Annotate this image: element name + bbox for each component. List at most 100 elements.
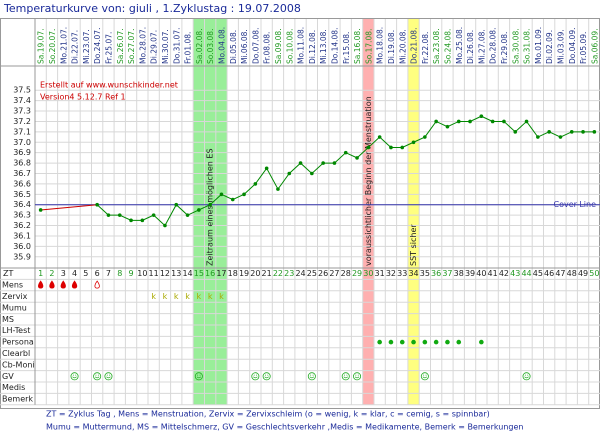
y-tick-label: 37.5	[13, 86, 31, 95]
date-label: Sa.16.08.	[353, 28, 362, 64]
temperature-point	[547, 130, 551, 134]
row-label: Bemerk	[2, 395, 33, 404]
day-number: 46	[544, 269, 554, 278]
temperature-point	[502, 119, 506, 124]
date-label: Di.19.08.	[387, 30, 396, 64]
date-label: Sa.23.08.	[432, 28, 441, 64]
persona-dot	[411, 339, 416, 345]
day-number: 12	[160, 269, 170, 278]
smiley-eye	[75, 374, 77, 376]
y-tick-label: 37.1	[13, 127, 31, 136]
date-label: Mi.06.08.	[240, 29, 249, 64]
day-number: 21	[262, 269, 272, 278]
date-label: Sa.30.08.	[511, 28, 520, 64]
gv-smiley	[93, 372, 102, 381]
day-number: 47	[555, 269, 565, 278]
mens-drop	[94, 280, 100, 289]
temperature-point	[197, 208, 201, 212]
temperature-point	[174, 202, 179, 207]
date-label: Do.31.07.	[172, 28, 181, 64]
day-number: 15	[194, 269, 204, 278]
mens-drop	[38, 280, 44, 289]
date-label: Mi.27.08.	[477, 29, 486, 64]
persona-dot	[388, 339, 394, 345]
y-tick-label: 36.9	[13, 148, 31, 157]
day-number: 7	[106, 269, 111, 278]
day-number: 26	[318, 269, 328, 278]
row-label: Mumu	[2, 303, 27, 312]
temperature-point	[513, 130, 518, 134]
gv-smiley	[341, 372, 350, 381]
persona-dot	[377, 339, 382, 345]
smiley-eye	[97, 374, 99, 376]
smiley-face	[353, 372, 362, 381]
smiley-eye	[527, 374, 529, 376]
date-label: Mo.04.08.	[217, 27, 226, 64]
date-label: So.17.08.	[364, 29, 373, 64]
day-number: 36	[431, 269, 441, 278]
gv-smiley	[104, 372, 113, 381]
row-label: LH-Test	[2, 326, 30, 335]
smiley-face	[262, 372, 271, 381]
smiley-eye	[197, 374, 199, 376]
day-number: 23	[284, 269, 294, 278]
y-tick-label: 37.4	[13, 96, 31, 105]
date-label: So.10.08.	[285, 29, 294, 64]
persona-dot	[456, 339, 462, 345]
temperature-point	[434, 119, 438, 124]
day-number: 40	[476, 269, 486, 278]
persona-dot	[445, 339, 450, 345]
date-label: Fr.15.08.	[342, 32, 351, 64]
day-number: 1	[38, 269, 43, 278]
temperature-point	[310, 171, 314, 176]
smiley-face	[341, 372, 350, 381]
credit: Erstellt auf www.wunschkinder.net	[40, 81, 178, 90]
date-label: Mi.20.08.	[398, 29, 407, 64]
y-tick-label: 36.6	[13, 179, 31, 188]
temperature-point	[95, 202, 99, 207]
smiley-mouth	[264, 376, 269, 379]
y-tick-label: 36.8	[13, 159, 31, 168]
smiley-face	[70, 372, 79, 381]
smiley-mouth	[422, 376, 428, 379]
temperature-point	[400, 145, 405, 150]
day-number: 32	[386, 269, 396, 278]
temperature-point	[163, 223, 167, 228]
temperature-point	[558, 135, 563, 139]
day-number: 45	[533, 269, 543, 278]
band-label: SST sicher	[409, 224, 418, 266]
smiley-face	[307, 372, 316, 381]
temperature-point	[332, 161, 337, 165]
temperature-point	[536, 135, 540, 139]
date-label: Do.21.08.	[410, 28, 419, 64]
day-number: 44	[521, 269, 531, 278]
zervix-code: k	[163, 292, 168, 301]
day-number: 31	[375, 269, 385, 278]
band	[193, 19, 228, 405]
zervix-code: k	[197, 292, 202, 301]
smiley-eye	[253, 374, 255, 376]
date-label: Di.02.09.	[545, 30, 554, 64]
day-number: 33	[397, 269, 407, 278]
temperature-point	[468, 119, 472, 124]
gv-smiley	[353, 372, 362, 381]
smiley-eye	[264, 374, 266, 376]
zervix-code: k	[185, 292, 190, 301]
temperature-point	[253, 182, 258, 186]
day-number: 38	[454, 269, 464, 278]
date-label: Sa.02.08.	[195, 28, 204, 64]
temperature-point	[38, 208, 43, 212]
temperature-point	[264, 166, 269, 171]
date-label: Di.29.07.	[150, 30, 159, 64]
day-number: 49	[578, 269, 588, 278]
gap-connector	[40, 204, 98, 211]
smiley-eye	[310, 374, 312, 376]
smiley-eye	[267, 374, 269, 376]
day-number: 27	[329, 269, 339, 278]
temperature-point	[117, 213, 122, 217]
persona-dot	[479, 339, 484, 345]
gv-smiley	[307, 372, 316, 381]
temperature-point	[411, 140, 416, 145]
persona-dot	[433, 339, 439, 345]
